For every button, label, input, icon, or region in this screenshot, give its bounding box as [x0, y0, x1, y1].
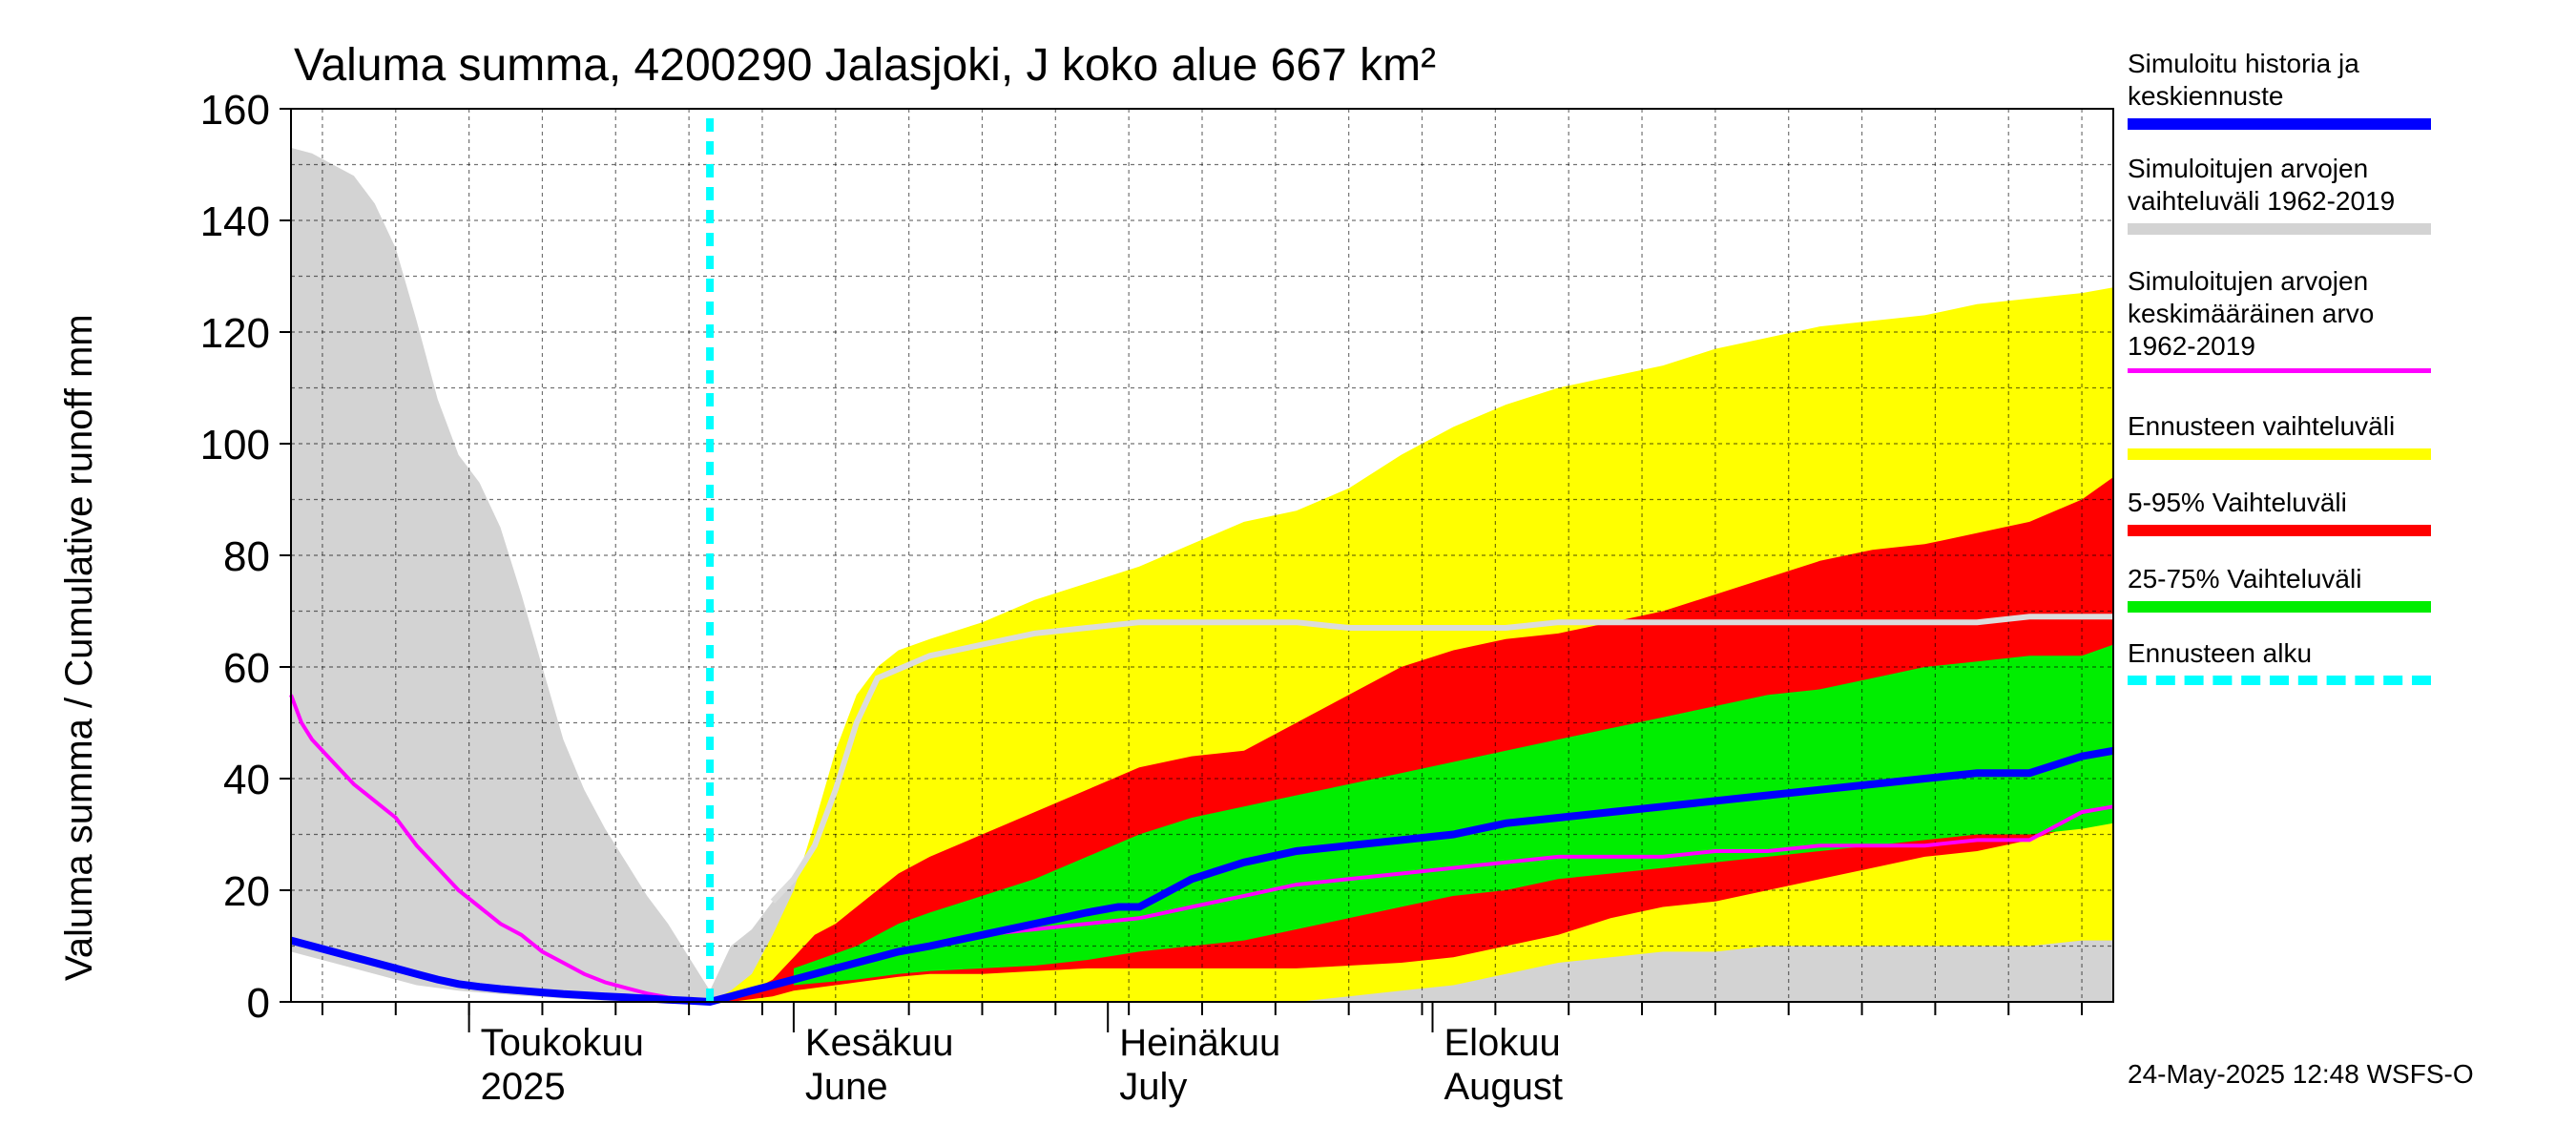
y-tick-label: 40: [223, 757, 270, 803]
legend-label: Ennusteen vaihteluväli: [2128, 411, 2396, 441]
timestamp: 24-May-2025 12:48 WSFS-O: [2128, 1059, 2474, 1089]
legend-swatch: [2128, 601, 2431, 613]
y-tick-label: 0: [247, 980, 270, 1027]
legend-swatch: [2128, 223, 2431, 235]
legend-item: 5-95% Vaihteluväli: [2128, 487, 2547, 536]
y-tick-label: 120: [200, 310, 270, 357]
grid-layer: [291, 109, 2113, 1002]
legend-swatch: [2128, 368, 2431, 373]
legend-item: 25-75% Vaihteluväli: [2128, 563, 2547, 613]
legend-item: Simuloitu historia ja keskiennuste: [2128, 48, 2547, 130]
history-upper-line: [770, 614, 2113, 904]
legend-swatch: [2128, 676, 2431, 685]
legend-label: 5-95% Vaihteluväli: [2128, 488, 2347, 517]
y-tick-label: 60: [223, 645, 270, 692]
month-label: Toukokuu: [481, 1022, 644, 1064]
month-label-en: July: [1119, 1066, 1187, 1108]
month-label: Elokuu: [1444, 1022, 1560, 1064]
month-label: Heinäkuu: [1119, 1022, 1280, 1064]
month-label-en: June: [805, 1066, 888, 1108]
y-tick-label: 20: [223, 868, 270, 915]
legend-label: Ennusteen alku: [2128, 638, 2313, 668]
y-axis-label: Valuma summa / Cumulative runoff mm: [58, 314, 100, 981]
band-layer: [291, 147, 2113, 1003]
series-layer: [289, 118, 2114, 1007]
chart-title: Valuma summa, 4200290 Jalasjoki, J koko …: [294, 40, 1436, 91]
y-tick-label: 80: [223, 533, 270, 580]
legend-label: 25-75% Vaihteluväli: [2128, 564, 2362, 593]
legend-swatch: [2128, 525, 2431, 536]
legend-item: Ennusteen alku: [2128, 637, 2547, 685]
legend-item: Simuloitujen arvojen keskimääräinen arvo…: [2128, 265, 2547, 373]
y-tick-label: 140: [200, 198, 270, 245]
legend-item: Ennusteen vaihteluväli: [2128, 410, 2547, 460]
median-forecast-line: [289, 746, 2114, 1007]
legend-item: Simuloitujen arvojen vaihteluväli 1962-2…: [2128, 153, 2547, 235]
p25-75-band: [793, 644, 2113, 986]
legend-swatch: [2128, 448, 2431, 460]
y-tick-label: 100: [200, 422, 270, 468]
y-tick-label: 160: [200, 87, 270, 134]
month-label-en: August: [1444, 1066, 1563, 1108]
legend-label: Simuloitujen arvojen vaihteluväli 1962-2…: [2128, 154, 2396, 216]
month-label: Kesäkuu: [805, 1022, 954, 1064]
legend-swatch: [2128, 118, 2431, 130]
month-label-en: 2025: [481, 1066, 566, 1108]
legend-label: Simuloitujen arvojen keskimääräinen arvo…: [2128, 266, 2375, 361]
legend-label: Simuloitu historia ja keskiennuste: [2128, 49, 2359, 111]
